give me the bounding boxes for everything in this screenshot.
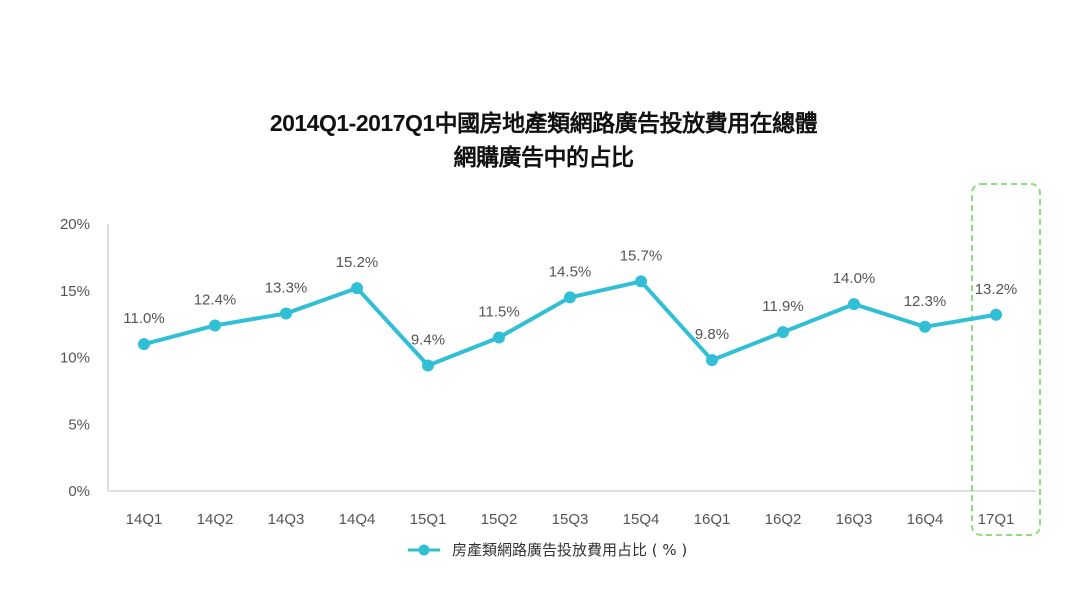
series-group bbox=[138, 275, 1002, 372]
data-point bbox=[706, 354, 718, 367]
data-label: 14.0% bbox=[833, 270, 876, 287]
data-point bbox=[493, 331, 505, 344]
y-tick-label: 15% bbox=[60, 283, 90, 300]
y-tick-label: 5% bbox=[68, 416, 90, 433]
x-tick-label: 15Q3 bbox=[552, 511, 589, 528]
chart-title-line-1: 2014Q1-2017Q1中國房地產類網路廣告投放費用在總體 bbox=[269, 110, 818, 136]
x-tick-label: 14Q4 bbox=[339, 511, 376, 528]
data-label: 11.9% bbox=[762, 298, 803, 315]
y-tick-label: 10% bbox=[60, 350, 90, 367]
data-point bbox=[422, 359, 434, 372]
data-point bbox=[919, 320, 931, 333]
data-point bbox=[635, 275, 647, 288]
data-label: 13.2% bbox=[975, 281, 1018, 298]
x-tick-label: 16Q3 bbox=[836, 511, 873, 528]
data-point bbox=[138, 338, 150, 351]
data-point bbox=[990, 308, 1002, 321]
x-tick-label: 14Q1 bbox=[126, 511, 163, 528]
data-point bbox=[848, 298, 860, 311]
data-label: 12.4% bbox=[194, 291, 237, 308]
data-labels-group: 11.0% 12.4% 13.3% 15.2% 9.4% 11.5% 14.5% 15.7% 9… bbox=[123, 247, 1017, 348]
highlight-group bbox=[971, 183, 1041, 536]
x-tick-label: 15Q2 bbox=[481, 511, 518, 528]
x-tick-label: 14Q2 bbox=[197, 511, 234, 528]
data-point bbox=[564, 291, 576, 304]
chart-title-line-2: 網購廣告中的占比 bbox=[453, 144, 635, 170]
legend: 房產類網路廣告投放費用占比 ( % ) bbox=[408, 541, 687, 559]
data-point bbox=[351, 282, 363, 295]
data-label: 12.3% bbox=[904, 293, 947, 310]
data-label: 9.8% bbox=[695, 326, 729, 343]
data-label: 11.0% bbox=[123, 310, 164, 327]
data-label: 9.4% bbox=[411, 332, 445, 349]
legend-marker-swatch bbox=[418, 544, 430, 556]
chart-axes: 0% 5% 10% 15% 20% 14Q1 14Q2 14Q3 14Q4 15Q1 15Q2 15Q… bbox=[60, 216, 1036, 528]
x-tick-label: 16Q1 bbox=[694, 511, 731, 528]
x-tick-label: 16Q4 bbox=[907, 511, 944, 528]
data-label: 11.5% bbox=[478, 303, 519, 320]
x-tick-label: 15Q1 bbox=[410, 511, 447, 528]
data-label: 14.5% bbox=[549, 263, 592, 280]
data-label: 15.7% bbox=[620, 247, 663, 264]
x-tick-label: 17Q1 bbox=[978, 511, 1015, 528]
y-tick-label: 20% bbox=[60, 216, 90, 233]
legend-label: 房產類網路廣告投放費用占比 ( % ) bbox=[452, 541, 687, 559]
x-tick-label: 14Q3 bbox=[268, 511, 305, 528]
highlight-box bbox=[971, 183, 1041, 536]
data-point bbox=[209, 319, 221, 332]
data-label: 13.3% bbox=[265, 279, 308, 296]
x-tick-label: 16Q2 bbox=[765, 511, 802, 528]
data-label: 15.2% bbox=[336, 254, 379, 271]
x-tick-label: 15Q4 bbox=[623, 511, 660, 528]
y-tick-label: 0% bbox=[68, 483, 90, 500]
data-point bbox=[777, 326, 789, 339]
data-point bbox=[280, 307, 292, 320]
